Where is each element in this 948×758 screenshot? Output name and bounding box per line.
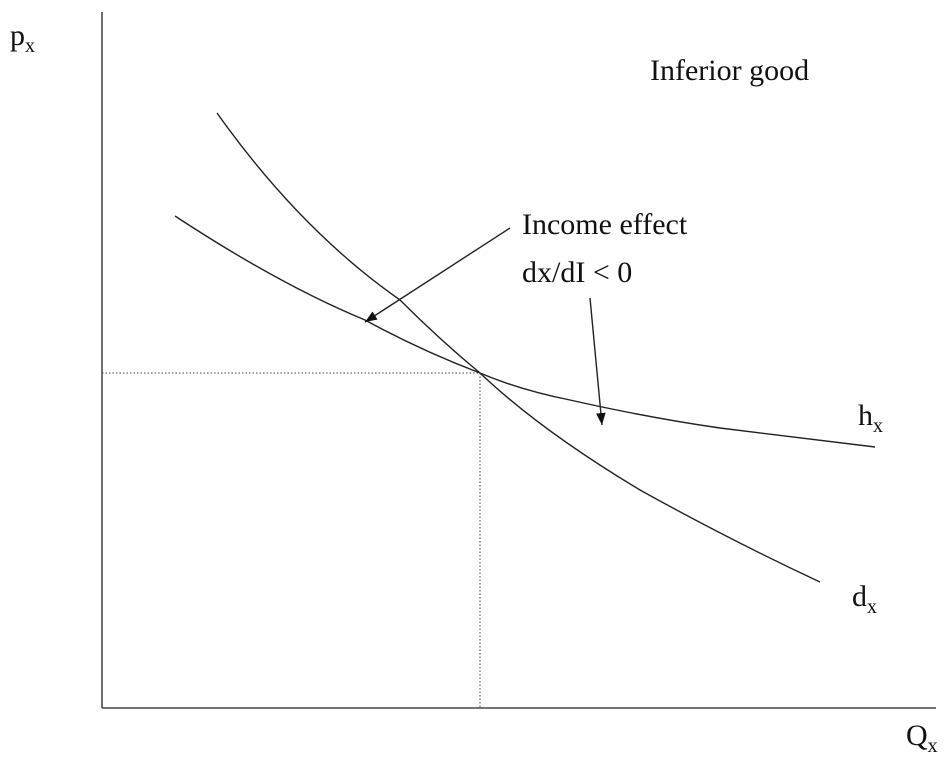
label-sub: x xyxy=(873,415,883,437)
y-axis-label: px xyxy=(10,19,35,57)
label-sub: x xyxy=(25,35,35,57)
annotation: Income effect xyxy=(522,208,688,241)
label-base: Q xyxy=(906,719,928,752)
d-curve xyxy=(216,112,821,583)
label-sub: x xyxy=(867,596,877,618)
annotation: dx/dI < 0 xyxy=(522,256,632,289)
arrow xyxy=(364,227,511,323)
h-curve xyxy=(174,215,876,448)
label-base: h xyxy=(858,399,873,432)
arrow xyxy=(589,297,606,426)
h-label: hx xyxy=(858,399,883,437)
label-base: p xyxy=(10,19,25,52)
title: Inferior good xyxy=(650,54,809,87)
label-base: d xyxy=(852,580,867,613)
label-sub: x xyxy=(928,735,938,757)
x-axis-label: Qx xyxy=(906,719,938,757)
d-label: dx xyxy=(852,580,877,618)
